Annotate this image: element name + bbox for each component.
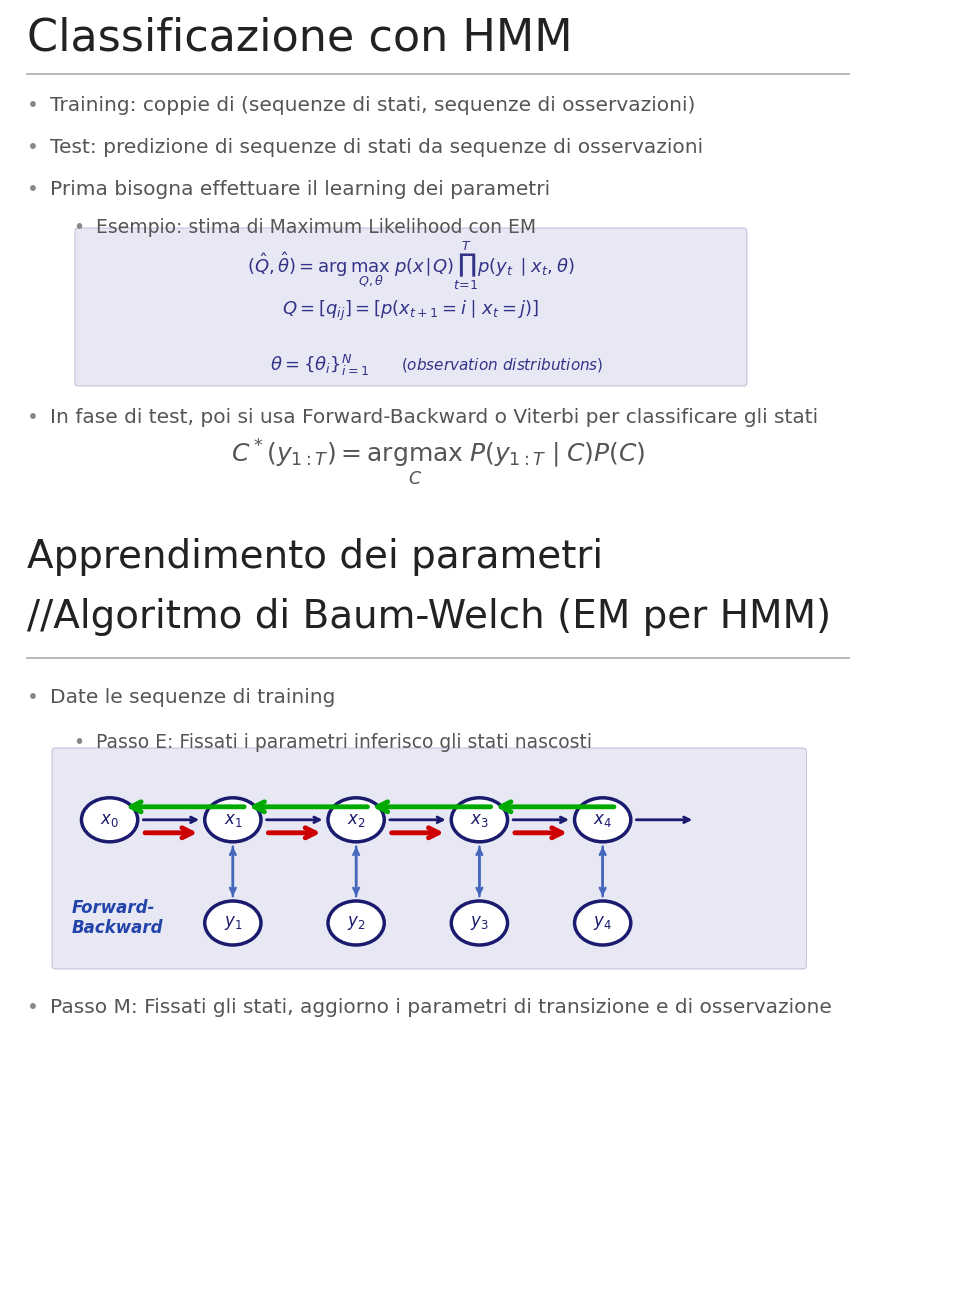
Text: $y_1$: $y_1$	[224, 915, 242, 932]
Text: $x_3$: $x_3$	[470, 811, 489, 829]
Text: $(\hat{Q}, \hat{\theta}) = \arg\max_{Q,\theta}\; p(x \mid Q) \prod_{t=1}^{T} p(y: $(\hat{Q}, \hat{\theta}) = \arg\max_{Q,\…	[247, 239, 575, 291]
Text: $y_4$: $y_4$	[593, 915, 612, 932]
Text: $x_4$: $x_4$	[593, 811, 612, 829]
Ellipse shape	[82, 798, 137, 842]
Text: //Algoritmo di Baum-Welch (EM per HMM): //Algoritmo di Baum-Welch (EM per HMM)	[28, 598, 831, 636]
Text: Passo M: Fissati gli stati, aggiorno i parametri di transizione e di osservazion: Passo M: Fissati gli stati, aggiorno i p…	[50, 998, 832, 1017]
Text: Prima bisogna effettuare il learning dei parametri: Prima bisogna effettuare il learning dei…	[50, 180, 550, 199]
Text: $(observation\ distributions)$: $(observation\ distributions)$	[401, 356, 604, 373]
Text: Forward-
Backward: Forward- Backward	[71, 899, 163, 938]
Text: $x_1$: $x_1$	[224, 811, 242, 829]
Ellipse shape	[328, 902, 384, 945]
Text: Esempio: stima di Maximum Likelihood con EM: Esempio: stima di Maximum Likelihood con…	[96, 219, 536, 237]
Text: $\theta = \{\theta_i\}_{i=1}^{N}$: $\theta = \{\theta_i\}_{i=1}^{N}$	[270, 353, 370, 379]
Text: •: •	[28, 688, 39, 706]
Ellipse shape	[204, 798, 261, 842]
Text: Apprendimento dei parametri: Apprendimento dei parametri	[28, 539, 604, 576]
Text: •: •	[73, 219, 84, 237]
Text: •: •	[28, 138, 39, 157]
Text: Classificazione con HMM: Classificazione con HMM	[28, 16, 573, 59]
Ellipse shape	[574, 902, 631, 945]
Text: $x_0$: $x_0$	[100, 811, 119, 829]
Ellipse shape	[574, 798, 631, 842]
Text: Passo E: Fissati i parametri inferisco gli stati nascosti: Passo E: Fissati i parametri inferisco g…	[96, 732, 592, 752]
Text: Test: predizione di sequenze di stati da sequenze di osservazioni: Test: predizione di sequenze di stati da…	[50, 138, 704, 157]
Text: •: •	[28, 96, 39, 114]
Text: $C^*(y_{1:T}) = \underset{C}{\mathrm{argmax}}\; P(y_{1:T} \mid C) P(C)$: $C^*(y_{1:T}) = \underset{C}{\mathrm{arg…	[231, 438, 646, 488]
Text: •: •	[73, 732, 84, 752]
Text: In fase di test, poi si usa Forward-Backward o Viterbi per classificare gli stat: In fase di test, poi si usa Forward-Back…	[50, 409, 818, 427]
Text: $y_2$: $y_2$	[347, 915, 366, 932]
Ellipse shape	[451, 902, 508, 945]
Text: •: •	[28, 180, 39, 199]
Ellipse shape	[328, 798, 384, 842]
Text: Training: coppie di (sequenze di stati, sequenze di osservazioni): Training: coppie di (sequenze di stati, …	[50, 96, 696, 114]
FancyBboxPatch shape	[52, 748, 806, 969]
Text: Date le sequenze di training: Date le sequenze di training	[50, 688, 336, 706]
Ellipse shape	[451, 798, 508, 842]
Text: •: •	[28, 998, 39, 1017]
Text: $y_3$: $y_3$	[470, 915, 489, 932]
Text: $Q = [q_{ij}] = [p(x_{t+1} = i \mid x_t = j)]$: $Q = [q_{ij}] = [p(x_{t+1} = i \mid x_t …	[282, 299, 540, 323]
Text: •: •	[28, 409, 39, 427]
FancyBboxPatch shape	[75, 228, 747, 386]
Ellipse shape	[204, 902, 261, 945]
Text: $x_2$: $x_2$	[347, 811, 366, 829]
